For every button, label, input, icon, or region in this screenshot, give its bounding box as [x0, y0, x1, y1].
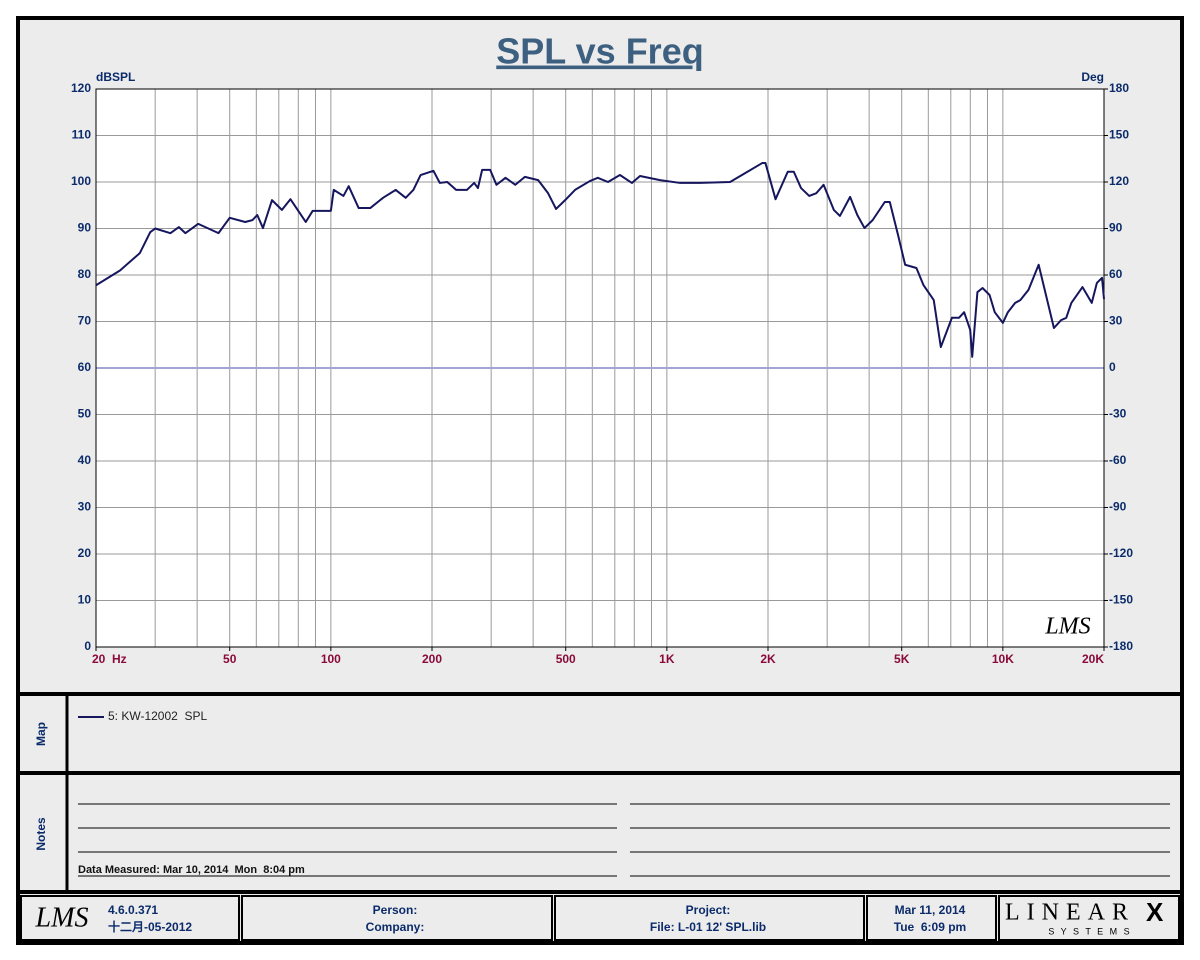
y-tick-label: 20: [78, 546, 92, 560]
y2-tick-label: 150: [1109, 128, 1129, 142]
y-tick-label: 50: [78, 407, 92, 421]
x-tick-label: 1K: [659, 652, 675, 666]
plot-logo: LMS: [1044, 614, 1090, 640]
x-tick-label: 2K: [760, 652, 776, 666]
build-date: 十二月-05-2012: [108, 919, 192, 934]
y2-tick-label: -180: [1109, 639, 1133, 653]
y2-tick-label: 180: [1109, 81, 1129, 95]
y-tick-label: 90: [78, 221, 92, 235]
x-tick-label: 200: [422, 652, 442, 666]
time: Tue 6:09 pm: [894, 920, 966, 934]
x-tick-label: 500: [556, 652, 576, 666]
y-tick-label: 80: [78, 267, 92, 281]
y-axis-label: dBSPL: [96, 70, 135, 84]
plot-border: [95, 88, 1105, 648]
footer-logo: LMS: [35, 902, 89, 933]
y2-tick-label: -90: [1109, 500, 1127, 514]
brand-sub: S Y S T E M S: [1048, 926, 1131, 936]
y-tick-label: 110: [72, 128, 92, 142]
y2-tick-label: -120: [1109, 546, 1133, 560]
y2-tick-label: 120: [1109, 174, 1129, 188]
notes-label: Notes: [34, 817, 48, 851]
note-lines: [78, 803, 1170, 877]
person: Person:: [373, 903, 418, 917]
x-tick-label: 100: [321, 652, 341, 666]
legend-label: 5: KW-12002 SPL: [108, 709, 207, 723]
spl-line: [95, 161, 1105, 358]
company: Company:: [366, 920, 425, 934]
y-tick-label: 40: [78, 453, 92, 467]
y2-tick-label: -30: [1109, 407, 1127, 421]
y2-tick-label: 0: [1109, 360, 1116, 374]
brand-mark: X: [1146, 897, 1164, 927]
map-label: Map: [34, 722, 48, 746]
y-tick-label: 0: [84, 639, 91, 653]
version: 4.6.0.371: [108, 903, 158, 917]
chart-title: SPL vs Freq: [496, 31, 703, 72]
y2-tick-label: -60: [1109, 453, 1127, 467]
x-tick-label: 20K: [1082, 652, 1104, 666]
y2-tick-label: 90: [1109, 221, 1123, 235]
y-tick-label: 30: [78, 500, 92, 514]
y2-tick-label: 60: [1109, 267, 1123, 281]
y-tick-label: 70: [78, 314, 92, 328]
y-tick-label: 100: [71, 174, 91, 188]
x-tick-label: 5K: [894, 652, 910, 666]
x-tick-label: 20 Hz: [92, 652, 127, 666]
y2-tick-label: 30: [1109, 314, 1123, 328]
y-tick-label: 120: [71, 81, 91, 95]
file: File: L-01 12' SPL.lib: [650, 920, 766, 934]
project: Project:: [686, 903, 731, 917]
x-tick-label: 10K: [992, 652, 1014, 666]
x-tick-label: 50: [223, 652, 237, 666]
y2-tick-label: -150: [1109, 593, 1133, 607]
measured-note: Data Measured: Mar 10, 2014 Mon 8:04 pm: [78, 864, 305, 876]
y-tick-label: 10: [78, 593, 92, 607]
y-tick-label: 60: [78, 360, 92, 374]
date: Mar 11, 2014: [895, 903, 966, 917]
footer-boxes: [20, 895, 1180, 941]
brand: LINEAR: [1005, 900, 1135, 926]
y2-axis-label: Deg: [1081, 70, 1104, 84]
